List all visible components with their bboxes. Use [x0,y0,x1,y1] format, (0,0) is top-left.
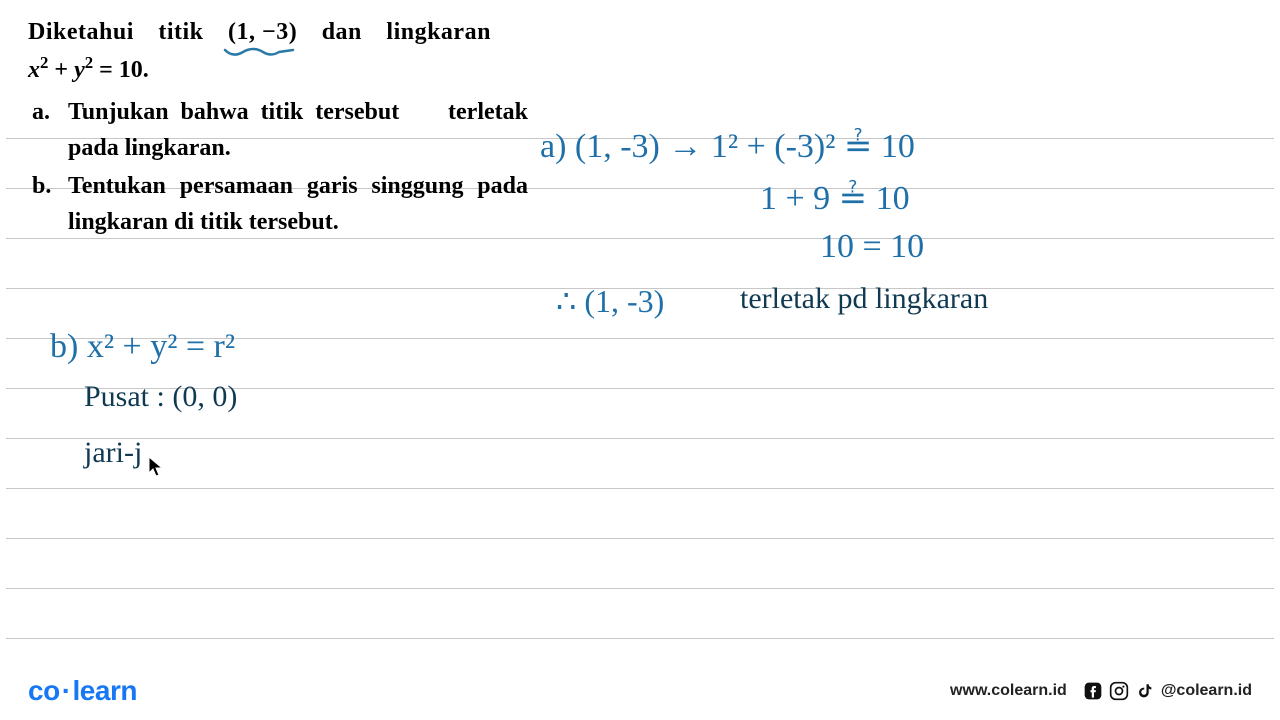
item-marker: a. [28,94,68,166]
handwriting-text: 1 + 9 ≟ 10 [760,178,910,218]
handwriting-text: terletak pd lingkaran [740,282,988,316]
handwriting-text: a) (1, -3) → 1² + (-3)² ≟ 10 [540,126,915,166]
tiktok-icon [1135,681,1155,701]
social-group: @colearn.id [1083,681,1252,701]
footer: co·learn www.colearn.id @colearn.id [0,662,1280,720]
brand-dot-icon: · [60,675,73,706]
item-body: Tunjukan bahwa titik tersebut terletak p… [68,94,528,166]
instagram-icon [1109,681,1129,701]
footer-url: www.colearn.id [950,682,1067,700]
problem-line-2: x2 + y2 = 10. [28,50,1252,88]
brand-part-a: co [28,675,60,706]
cursor-icon [148,456,166,478]
item-body: Tentukan persamaan garis singgung pada l… [68,168,528,240]
problem-point: (1, −3) [228,19,297,45]
item-marker: b. [28,168,68,240]
ruled-line [6,488,1274,489]
facebook-icon [1083,681,1103,701]
footer-handle: @colearn.id [1161,682,1252,700]
brand-logo: co·learn [28,675,137,707]
problem-text-pre: Diketahui titik [28,19,228,45]
ruled-line [6,538,1274,539]
brand-part-b: learn [73,675,137,706]
ruled-line [6,438,1274,439]
problem-item: b.Tentukan persamaan garis singgung pada… [28,168,528,240]
handwriting-text: b) x² + y² = r² [50,328,235,366]
handwriting-text: Pusat : (0, 0) [84,380,237,414]
handwriting-text: ∴ (1, -3) [556,282,664,320]
squiggle-annotation-icon [223,46,303,60]
ruled-line [6,588,1274,589]
problem-line-1: Diketahui titik (1, −3) dan lingkaran [28,14,1252,50]
ruled-line [6,638,1274,639]
problem-item: a.Tunjukan bahwa titik tersebut terletak… [28,94,528,166]
handwriting-text: 10 = 10 [820,228,924,266]
handwriting-text: jari-j [84,436,142,470]
problem-text-post: dan lingkaran [297,19,491,45]
